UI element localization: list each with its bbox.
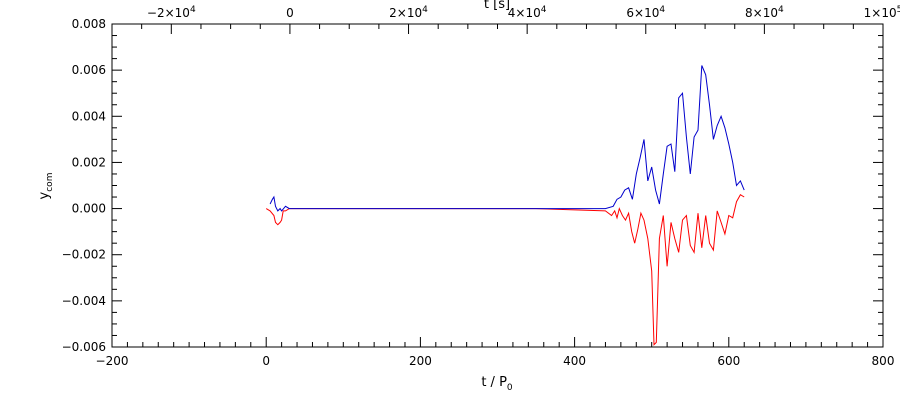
x-tick-label: 200 xyxy=(409,354,432,368)
x-tick-label: 800 xyxy=(872,354,895,368)
top-tick-label: 2×104 xyxy=(389,5,428,20)
x-tick-label: 0 xyxy=(262,354,270,368)
y-tick-label: 0.002 xyxy=(72,155,106,169)
x-tick-label: −200 xyxy=(96,354,129,368)
top-tick-label: 6×104 xyxy=(626,5,665,20)
y-axis-title: ycom xyxy=(37,173,55,200)
x-tick-label: 600 xyxy=(717,354,740,368)
series-layer xyxy=(265,65,745,346)
x-tick-label: 400 xyxy=(563,354,586,368)
y-tick-label: −0.006 xyxy=(62,340,106,354)
top-tick-label: 8×104 xyxy=(745,5,784,20)
top-axis-title: t [s] xyxy=(484,0,510,12)
y-tick-label: 0.000 xyxy=(72,202,106,216)
top-tick-label: 4×104 xyxy=(508,5,547,20)
top-tick-label: −2×104 xyxy=(147,5,196,20)
tick-labels: −200 0 200 400 600 800 −0.006 −0.004 −0.002 0.000… xyxy=(62,5,900,368)
plot-frame xyxy=(111,23,884,348)
tick-marks xyxy=(111,23,884,348)
y-tick-label: 0.008 xyxy=(72,17,106,31)
y-tick-label: −0.002 xyxy=(62,248,106,262)
series-line-blue xyxy=(269,65,745,212)
top-tick-label: 1×105 xyxy=(864,5,900,20)
top-tick-label: 0 xyxy=(286,6,294,20)
y-tick-label: 0.004 xyxy=(72,109,106,123)
x-axis-title: t / P0 xyxy=(481,375,513,393)
y-tick-label: −0.004 xyxy=(62,294,106,308)
series-line-red xyxy=(265,194,745,346)
y-tick-label: 0.006 xyxy=(72,63,106,77)
